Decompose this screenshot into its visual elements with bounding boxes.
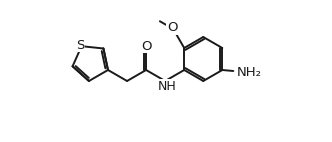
Text: O: O bbox=[167, 21, 178, 35]
Text: O: O bbox=[141, 39, 151, 53]
Text: NH₂: NH₂ bbox=[236, 65, 261, 79]
Text: NH: NH bbox=[158, 80, 177, 92]
Text: S: S bbox=[76, 39, 85, 52]
